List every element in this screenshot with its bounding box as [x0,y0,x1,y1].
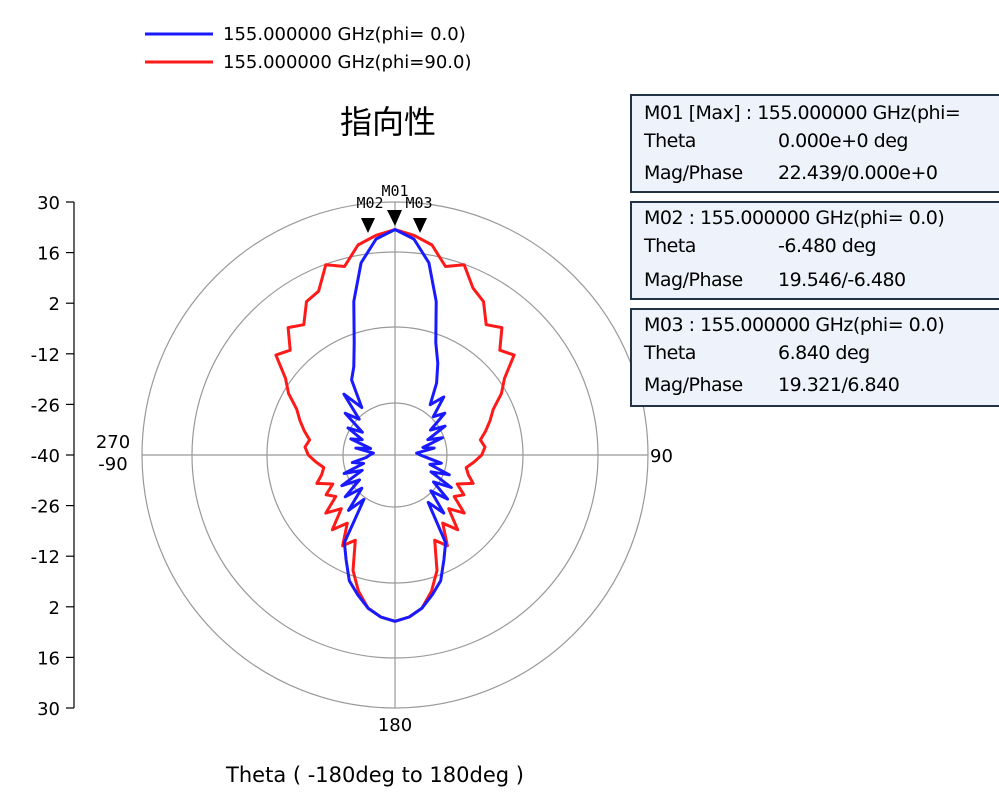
marker-label-m03: M03 [405,194,432,212]
mag-phase-value: 19.546/-6.480 [778,269,906,291]
marker-info-m02: M02 : 155.000000 GHz(phi= 0.0) Theta -6.… [630,201,999,300]
theta-key: Theta [644,130,696,152]
marker-triangle-m01 [387,210,402,226]
mag-phase-value: 22.439/0.000e+0 [778,162,938,184]
mag-phase-key: Mag/Phase [644,162,743,184]
marker-header: M01 [Max] : 155.000000 GHz(phi= [644,102,961,124]
series-layer [274,228,516,623]
x-axis-label: Theta ( -180deg to 180deg ) [225,763,524,787]
mag-phase-key: Mag/Phase [644,269,743,291]
marker-triangle-m03 [413,218,427,233]
series-line-phi0 [340,228,453,623]
radial-tick-label: -12 [31,345,60,366]
legend-label-phi90: 155.000000 GHz(phi=90.0) [223,52,471,73]
radial-tick-label: -26 [31,395,60,416]
theta-value: 0.000e+0 deg [778,130,908,152]
plot-markers: M01 M02 M03 [356,182,433,233]
radial-tick-label: -26 [31,497,60,518]
radial-tick-label: -40 [31,446,60,467]
theta-key: Theta [644,235,696,257]
radial-tick-label: 30 [37,699,60,720]
marker-header: M03 : 155.000000 GHz(phi= 0.0) [644,314,945,336]
legend-label-phi0: 155.000000 GHz(phi= 0.0) [223,24,466,45]
marker-triangle-m02 [361,218,375,233]
marker-label-m02: M02 [356,194,383,212]
radial-tick-label: 16 [37,648,60,669]
radial-tick-label: 30 [37,193,60,214]
polar-grid [141,201,649,709]
theta-key: Theta [644,342,696,364]
angle-label-90: 90 [650,446,673,467]
mag-phase-value: 19.321/6.840 [778,374,900,396]
radial-ticks: 30 16 2 -12 -26 -40 -26 -12 2 16 30 [31,193,74,720]
marker-label-m01: M01 [381,182,408,200]
marker-info-m01: M01 [Max] : 155.000000 GHz(phi= Theta 0.… [630,94,999,193]
theta-value: 6.840 deg [778,342,870,364]
marker-header: M02 : 155.000000 GHz(phi= 0.0) [644,207,945,229]
chart-title: 指向性 [340,103,436,141]
angle-label-neg90: -90 [98,454,127,475]
radial-tick-label: 2 [49,598,60,619]
radial-tick-label: -12 [31,547,60,568]
angle-label-270: 270 [96,432,130,453]
mag-phase-key: Mag/Phase [644,374,743,396]
theta-value: -6.480 deg [778,235,877,257]
angle-label-180: 180 [378,715,412,736]
radial-tick-label: 2 [49,294,60,315]
radial-tick-label: 16 [37,244,60,265]
legend: 155.000000 GHz(phi= 0.0) 155.000000 GHz(… [145,24,471,73]
marker-info-m03: M03 : 155.000000 GHz(phi= 0.0) Theta 6.8… [630,308,999,407]
